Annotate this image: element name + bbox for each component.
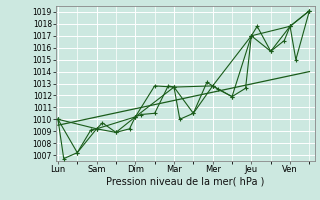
X-axis label: Pression niveau de la mer( hPa ): Pression niveau de la mer( hPa ) xyxy=(107,177,265,187)
